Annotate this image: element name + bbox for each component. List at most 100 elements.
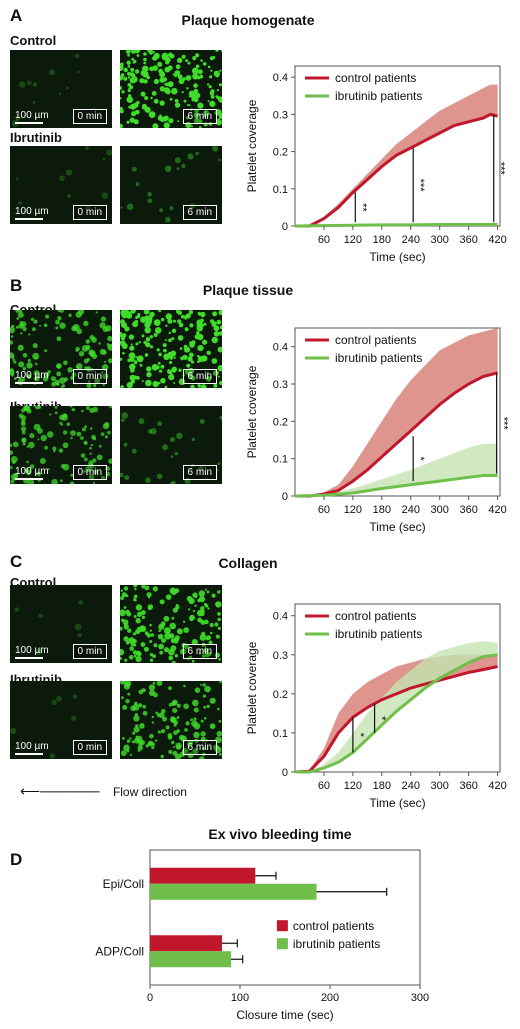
platelet-spot	[207, 100, 210, 102]
platelet-spot	[90, 427, 93, 430]
platelet-spot	[33, 370, 40, 376]
platelet-spot	[129, 345, 135, 351]
platelet-spot	[165, 725, 170, 730]
platelet-spot	[143, 646, 149, 652]
platelet-spot	[136, 650, 141, 655]
y-tick-label: 0	[282, 767, 288, 779]
platelet-spot	[169, 206, 174, 211]
micrograph-texture	[14, 600, 84, 655]
platelet-spot	[75, 346, 80, 352]
platelet-spot	[10, 327, 15, 334]
platelet-spot	[184, 368, 191, 375]
platelet-spot	[144, 315, 149, 320]
platelet-spot	[130, 72, 135, 77]
platelet-spot	[66, 169, 73, 176]
series-line-control	[295, 112, 498, 228]
platelet-spot	[80, 436, 84, 440]
platelet-spot	[206, 83, 210, 86]
platelet-spot	[193, 707, 199, 713]
platelet-spot	[51, 478, 58, 484]
platelet-spot	[10, 335, 14, 338]
platelet-spot	[171, 660, 176, 663]
platelet-spot	[180, 314, 185, 319]
platelet-spot	[165, 216, 171, 223]
x-tick-label: 360	[459, 780, 477, 792]
platelet-spot	[85, 344, 91, 350]
platelet-spot	[197, 69, 203, 75]
platelet-spot	[45, 314, 50, 319]
x-tick-label: 300	[431, 234, 449, 246]
platelet-spot	[19, 81, 26, 88]
micrograph-c-control-0min: 100 µm 0 min	[10, 585, 112, 663]
platelet-spot	[32, 343, 38, 349]
platelet-spot	[129, 753, 132, 756]
platelet-spot	[176, 716, 179, 720]
platelet-spot	[15, 325, 19, 329]
platelet-spot	[37, 438, 40, 441]
time-label: 6 min	[182, 109, 217, 124]
platelet-spot	[83, 470, 86, 473]
legend-label-ibrutinib: ibrutinib patients	[335, 627, 422, 641]
platelet-spot	[138, 341, 141, 344]
platelet-spot	[133, 119, 139, 125]
time-label: 6 min	[182, 369, 217, 384]
platelet-spot	[129, 363, 136, 370]
y-tick-label: 0.3	[273, 379, 288, 391]
x-tick-label: 300	[431, 780, 449, 792]
platelet-spot	[197, 356, 204, 363]
platelet-spot	[140, 642, 146, 647]
time-label: 0 min	[72, 465, 107, 480]
error-band-ibrutinib	[295, 443, 498, 496]
x-tick-label: 180	[373, 234, 391, 246]
platelet-spot	[218, 331, 222, 336]
platelet-spot	[100, 432, 105, 436]
platelet-spot	[149, 311, 155, 318]
platelet-spot	[142, 65, 149, 73]
platelet-spot	[120, 341, 122, 345]
platelet-spot	[120, 109, 124, 114]
flow-arrow-icon: ⟵──────	[20, 783, 100, 799]
platelet-spot	[47, 468, 50, 471]
platelet-spot	[217, 118, 221, 122]
scale-bar: 100 µm	[15, 370, 49, 384]
y-tick-label: 0	[282, 221, 288, 233]
platelet-spot	[138, 703, 143, 708]
platelet-spot	[135, 655, 142, 663]
platelet-spot	[56, 363, 62, 369]
platelet-spot	[159, 599, 165, 605]
platelet-spot	[159, 208, 164, 213]
platelet-spot	[219, 415, 222, 420]
platelet-spot	[163, 348, 167, 353]
platelet-spot	[132, 731, 136, 735]
y-tick-label: 0.3	[273, 650, 288, 662]
platelet-spot	[56, 695, 62, 702]
platelet-spot	[185, 59, 189, 63]
platelet-spot	[161, 52, 169, 60]
platelet-spot	[219, 69, 222, 72]
platelet-spot	[153, 333, 158, 337]
platelet-spot	[173, 723, 177, 727]
platelet-spot	[165, 339, 167, 342]
platelet-spot	[212, 56, 216, 59]
platelet-spot	[123, 606, 127, 609]
platelet-spot	[197, 345, 204, 352]
platelet-spot	[132, 639, 137, 644]
platelet-spot	[125, 699, 130, 704]
bar-adp-coll-ibrutinib	[150, 951, 231, 968]
platelet-spot	[196, 331, 200, 335]
platelet-spot	[215, 50, 219, 52]
platelet-spot	[156, 681, 163, 686]
platelet-spot	[27, 359, 31, 363]
platelet-spot	[82, 427, 86, 432]
scale-bar: 100 µm	[15, 466, 49, 480]
platelet-spot	[163, 615, 170, 622]
platelet-spot	[128, 334, 135, 340]
line-chart-plaque-tissue: ****00.10.20.30.460 120 180 240 300 360 420Tim…	[245, 327, 510, 534]
platelet-spot	[171, 699, 178, 706]
platelet-spot	[194, 92, 201, 99]
category-label: ADP/Coll	[95, 944, 144, 958]
platelet-spot	[131, 111, 137, 117]
platelet-spot	[200, 611, 205, 617]
platelet-spot	[201, 631, 206, 636]
platelet-spot	[142, 704, 147, 709]
